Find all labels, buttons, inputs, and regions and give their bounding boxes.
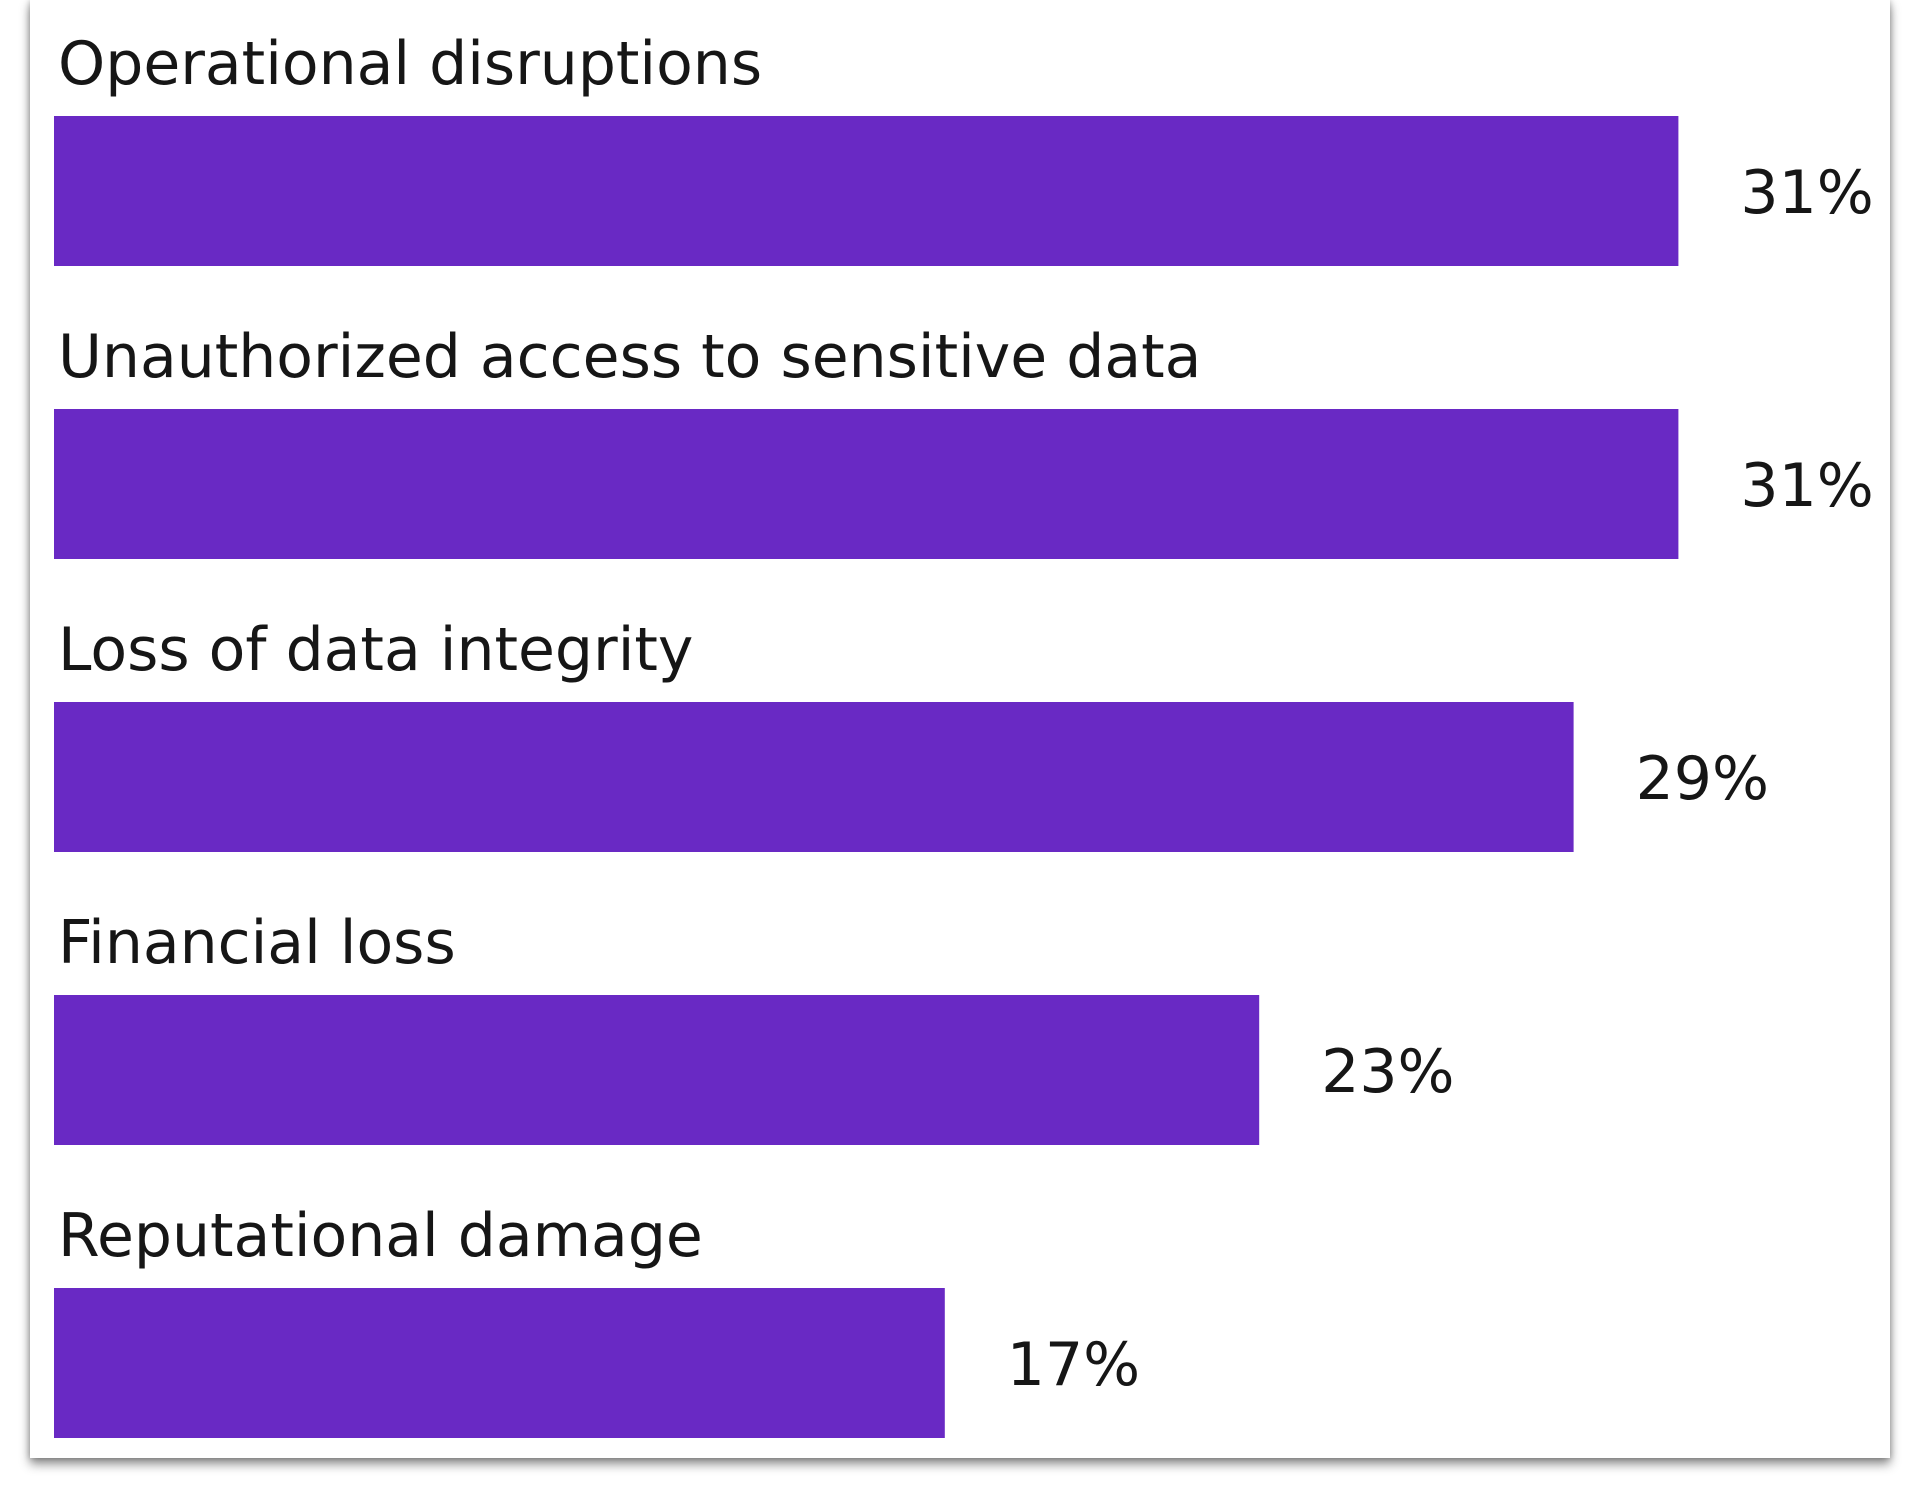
- value-label-operational-disruptions: 31%: [1740, 158, 1873, 228]
- value-label-unauthorized-access-to-sensitive-data: 31%: [1740, 451, 1873, 521]
- category-label-reputational-damage: Reputational damage: [58, 1201, 703, 1271]
- bar-financial-loss: [54, 995, 1260, 1145]
- bar-loss-of-data-integrity: [54, 702, 1574, 852]
- bar-operational-disruptions: [54, 116, 1679, 266]
- category-label-loss-of-data-integrity: Loss of data integrity: [58, 615, 693, 685]
- value-label-loss-of-data-integrity: 29%: [1636, 744, 1769, 814]
- category-label-operational-disruptions: Operational disruptions: [58, 29, 762, 99]
- bar-reputational-damage: [54, 1288, 945, 1438]
- bar-unauthorized-access-to-sensitive-data: [54, 409, 1679, 559]
- value-label-financial-loss: 23%: [1321, 1037, 1454, 1107]
- category-label-unauthorized-access-to-sensitive-data: Unauthorized access to sensitive data: [58, 322, 1201, 392]
- category-label-financial-loss: Financial loss: [58, 908, 456, 978]
- value-label-reputational-damage: 17%: [1007, 1330, 1140, 1400]
- bars-layer: Operational disruptions 31% Unauthorized a…: [54, 29, 1874, 1438]
